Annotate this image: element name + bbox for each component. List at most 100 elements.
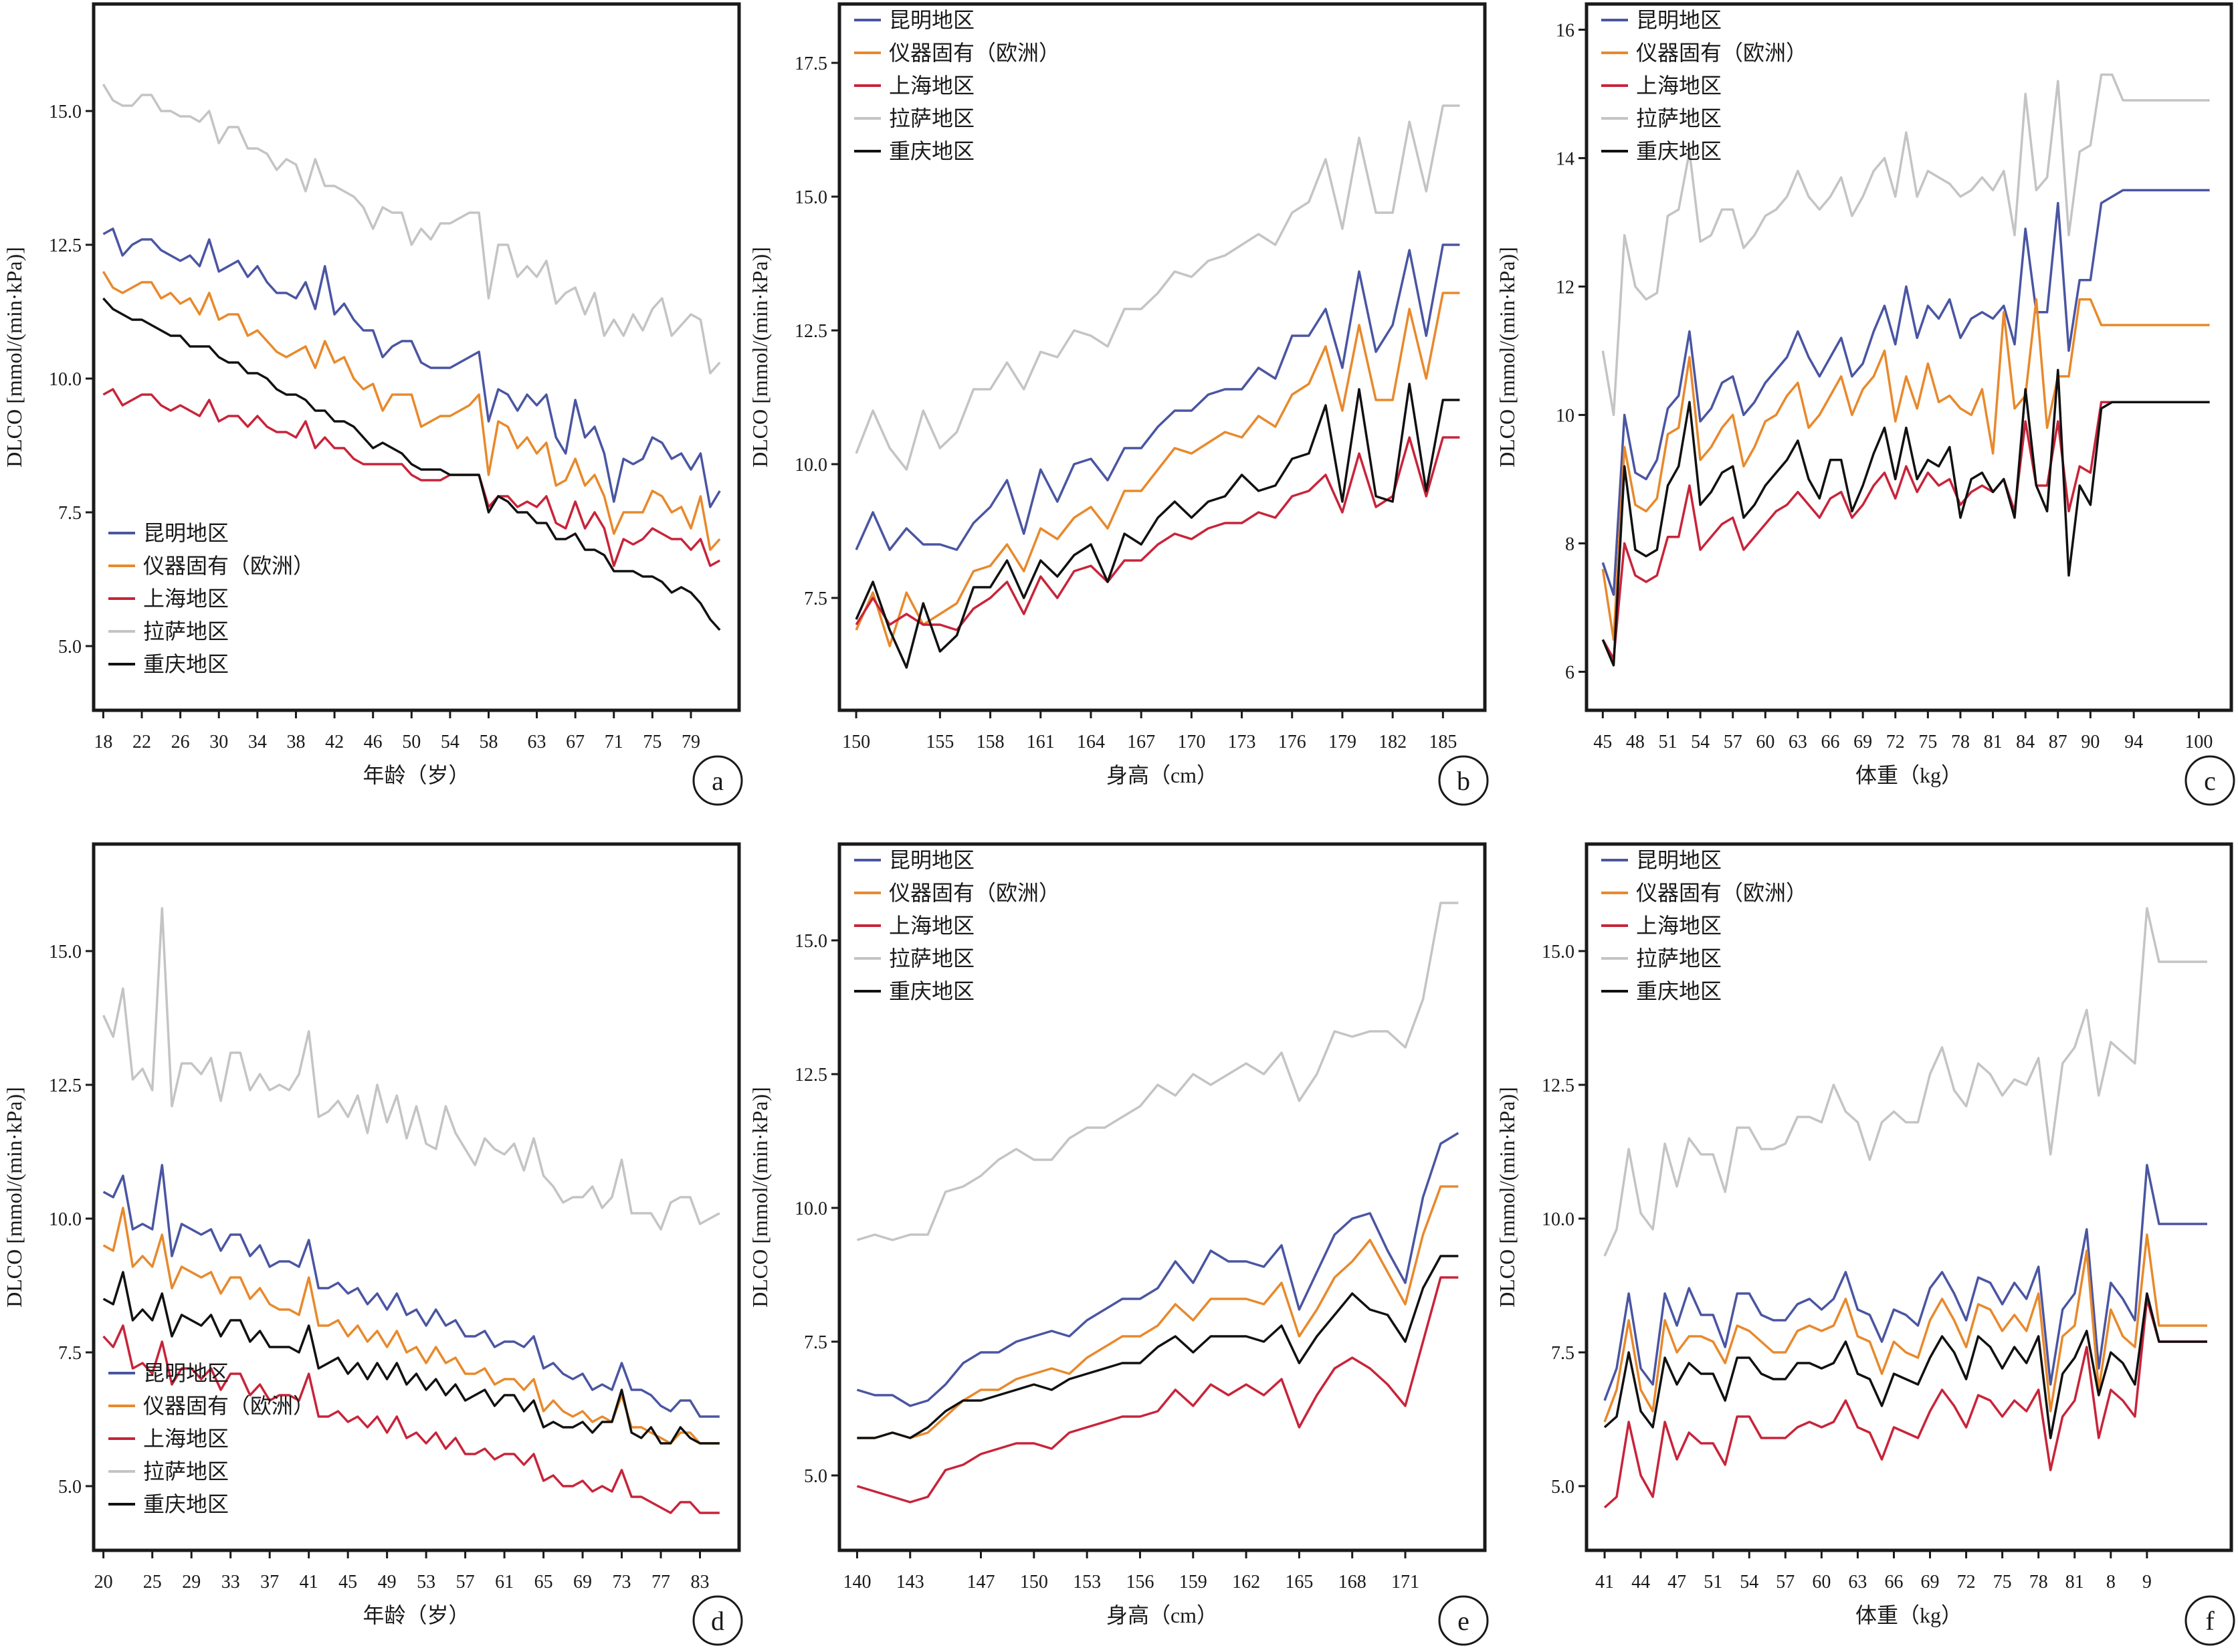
x-tick-label: 179 — [1328, 732, 1356, 752]
series-line — [1601, 298, 2210, 641]
series-line — [855, 243, 1460, 551]
x-tick-label: 185 — [1429, 732, 1457, 752]
x-tick-label: 54 — [1740, 1572, 1758, 1592]
legend-label: 重庆地区 — [1636, 979, 1722, 1003]
legend-label: 昆明地区 — [1636, 848, 1722, 872]
x-tick-label: 37 — [260, 1572, 279, 1592]
panel-letter-circle — [2184, 755, 2235, 806]
legend-label: 上海地区 — [1636, 914, 1722, 938]
x-axis-title: 体重（kg） — [1855, 763, 1962, 787]
legend-label: 上海地区 — [1636, 74, 1722, 98]
y-axis-title: DLCO [mmol/(min·kPa)] — [1495, 247, 1519, 468]
x-tick-label: 162 — [1232, 1572, 1260, 1592]
x-tick-label: 81 — [2065, 1572, 2084, 1592]
y-tick-label: 5.0 — [804, 1466, 827, 1487]
legend-label: 仪器固有（欧洲） — [889, 41, 1060, 65]
x-tick-label: 65 — [534, 1572, 553, 1592]
chart-panel-f: 5.0 7.5 10.0 12.5 15.0 41 44 47 51 54 57 60 63 66 69 72… — [1495, 842, 2235, 1646]
x-tick-label: 57 — [1724, 732, 1742, 752]
series-line — [1603, 1233, 2207, 1423]
x-tick-label: 156 — [1126, 1572, 1154, 1592]
chart-panel-c: 6 8 10 12 14 16 45 48 51 54 57 60 63 66 69 72 75 78 81 84 87… — [1495, 2, 2235, 806]
x-tick-label: 51 — [1704, 1572, 1722, 1592]
x-tick-label: 66 — [1821, 732, 1840, 752]
panel-letter-circle — [692, 755, 743, 806]
panel-letter: c — [2204, 766, 2216, 796]
plot-frame — [837, 2, 1487, 712]
x-tick-label: 140 — [843, 1572, 871, 1592]
series-line — [855, 104, 1460, 471]
series-line — [102, 1271, 720, 1445]
legend-label: 上海地区 — [889, 74, 975, 98]
y-tick-label: 10.0 — [795, 1199, 827, 1219]
x-tick-label: 75 — [1918, 732, 1937, 752]
series-line — [1603, 907, 2207, 1257]
series-line — [102, 297, 721, 631]
x-tick-label: 78 — [2029, 1572, 2048, 1592]
y-tick-label: 5.0 — [58, 1477, 82, 1498]
x-tick-label: 44 — [1631, 1572, 1650, 1592]
x-tick-label: 143 — [896, 1572, 924, 1592]
x-tick-label: 63 — [1789, 732, 1807, 752]
x-axis-title: 年龄（岁） — [363, 763, 470, 787]
x-tick-label: 25 — [143, 1572, 162, 1592]
series-line — [856, 1132, 1459, 1407]
x-tick-label: 171 — [1391, 1572, 1419, 1592]
legend-label: 拉萨地区 — [1636, 106, 1722, 130]
x-tick-label: 57 — [1776, 1572, 1795, 1592]
y-tick-label: 15.0 — [1542, 942, 1574, 962]
panel-letter-circle — [1438, 1595, 1489, 1646]
x-tick-label: 29 — [182, 1572, 201, 1592]
series-line — [1601, 401, 2210, 660]
x-tick-label: 49 — [378, 1572, 397, 1592]
legend-label: 上海地区 — [143, 1427, 229, 1451]
series-line — [1603, 1164, 2207, 1401]
x-tick-label: 94 — [2124, 732, 2143, 752]
x-tick-label: 150 — [842, 732, 870, 752]
x-tick-label: 72 — [1886, 732, 1905, 752]
x-tick-label: 20 — [94, 1572, 113, 1592]
series-line — [855, 383, 1460, 669]
series-line — [856, 1276, 1459, 1504]
x-tick-label: 8 — [2106, 1572, 2116, 1592]
x-tick-label: 41 — [300, 1572, 318, 1592]
series-line — [1601, 189, 2210, 596]
y-tick-label: 7.5 — [58, 503, 82, 524]
x-tick-label: 69 — [1853, 732, 1872, 752]
series-line — [102, 1164, 720, 1418]
y-tick-label: 15.0 — [49, 102, 82, 122]
plot-frame — [92, 2, 741, 712]
plot-frame — [92, 842, 741, 1552]
legend-label: 上海地区 — [143, 587, 229, 611]
y-tick-label: 7.5 — [1551, 1343, 1574, 1364]
x-tick-label: 165 — [1285, 1572, 1313, 1592]
x-tick-label: 38 — [286, 732, 305, 752]
y-tick-label: 12.5 — [795, 1065, 827, 1086]
x-axis-title: 体重（kg） — [1855, 1603, 1962, 1627]
y-axis-title: DLCO [mmol/(min·kPa)] — [748, 1087, 772, 1308]
x-tick-label: 53 — [417, 1572, 435, 1592]
legend-label: 昆明地区 — [889, 8, 975, 32]
y-tick-label: 10.0 — [49, 1209, 82, 1230]
legend-label: 昆明地区 — [889, 848, 975, 872]
y-tick-label: 6 — [1565, 662, 1574, 683]
legend-label: 上海地区 — [889, 914, 975, 938]
plot-frame — [1585, 2, 2233, 712]
y-tick-label: 16 — [1556, 20, 1574, 41]
series-line — [1603, 1292, 2207, 1439]
x-tick-label: 170 — [1177, 732, 1205, 752]
legend-label: 重庆地区 — [143, 652, 229, 676]
x-tick-label: 57 — [456, 1572, 475, 1592]
x-tick-label: 173 — [1228, 732, 1256, 752]
legend-label: 仪器固有（欧洲） — [889, 881, 1060, 905]
x-tick-label: 72 — [1957, 1572, 1976, 1592]
x-tick-label: 78 — [1951, 732, 1970, 752]
x-tick-label: 81 — [1984, 732, 2003, 752]
legend-label: 重庆地区 — [889, 139, 975, 163]
x-tick-label: 33 — [221, 1572, 240, 1592]
series-line — [102, 271, 721, 551]
x-tick-label: 164 — [1077, 732, 1105, 752]
chart-panel-b: 7.5 10.0 12.5 15.0 17.5 150 155 158 161 164 167 170… — [748, 2, 1489, 806]
x-tick-label: 69 — [1921, 1572, 1940, 1592]
